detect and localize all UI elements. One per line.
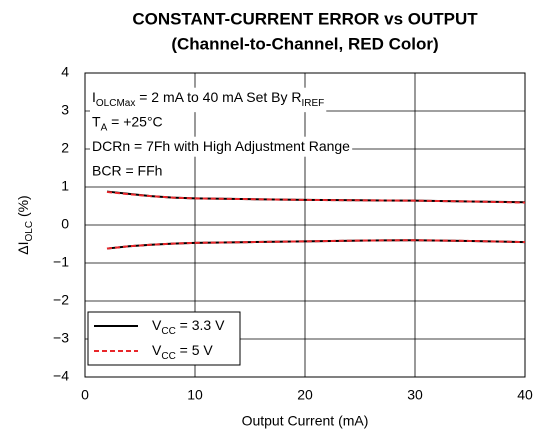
legend-box — [87, 311, 241, 366]
text-run: = 3.3 V — [176, 317, 225, 333]
x-tick-label: 0 — [81, 387, 89, 403]
subscript: CC — [161, 351, 175, 362]
annotation-text: IOLCMax = 2 mA to 40 mA Set By RIREF — [92, 89, 324, 109]
y-tick-label: 2 — [61, 140, 69, 156]
subscript: OLCMax — [96, 98, 135, 109]
text-run: (%) — [15, 195, 31, 221]
text-run: V — [152, 317, 162, 333]
subscript: IREF — [301, 98, 324, 109]
annotation-background — [90, 136, 353, 157]
x-tick-label: 10 — [187, 387, 203, 403]
annotation: BCR = FFh — [90, 161, 165, 182]
annotation: DCRn = 7Fh with High Adjustment Range — [90, 136, 353, 157]
y-tick-label: −3 — [53, 330, 69, 346]
text-run: = 2 mA to 40 mA Set By R — [135, 89, 301, 105]
chart-title: CONSTANT-CURRENT ERROR vs OUTPUT — [132, 9, 478, 28]
text-run: = +25°C — [107, 113, 162, 129]
data-line — [106, 190, 526, 204]
subscript: CC — [161, 326, 175, 337]
subscript: OLC — [24, 221, 35, 242]
y-tick-label: 1 — [61, 178, 69, 194]
annotation-text: TA = +25°C — [92, 113, 163, 133]
text-run: BCR = FFh — [92, 162, 162, 178]
y-tick-label: −4 — [53, 368, 69, 384]
y-tick-label: 4 — [61, 64, 69, 80]
text-run: T — [92, 113, 101, 129]
x-tick-label: 20 — [297, 387, 313, 403]
y-tick-label: 3 — [61, 102, 69, 118]
annotation: IOLCMax = 2 mA to 40 mA Set By RIREF — [90, 87, 327, 113]
subscript: A — [101, 123, 108, 134]
legend-label: VCC = 3.3 V — [152, 317, 225, 337]
annotation-background — [90, 161, 165, 182]
text-run: ΔI — [15, 241, 31, 254]
x-tick-label: 40 — [517, 387, 533, 403]
text-run: V — [152, 342, 162, 358]
text-run: I — [92, 89, 96, 105]
y-axis-label: ΔIOLC (%) — [15, 195, 35, 254]
x-tick-label: 30 — [407, 387, 423, 403]
annotation-text: BCR = FFh — [92, 162, 162, 178]
annotation-text: DCRn = 7Fh with High Adjustment Range — [92, 138, 350, 154]
text-run: DCRn = 7Fh with High Adjustment Range — [92, 138, 350, 154]
y-tick-label: −1 — [53, 254, 69, 270]
x-axis-label: Output Current (mA) — [242, 413, 369, 429]
annotation: TA = +25°C — [90, 112, 165, 137]
y-tick-label: 0 — [61, 216, 69, 232]
y-tick-label: −2 — [53, 292, 69, 308]
legend-label: VCC = 5 V — [152, 342, 213, 362]
data-line — [106, 239, 526, 250]
annotation-background — [90, 87, 327, 113]
text-run: = 5 V — [176, 342, 214, 358]
plot-frame — [84, 72, 526, 378]
chart-subtitle: (Channel-to-Channel, RED Color) — [171, 34, 438, 53]
annotation-background — [90, 112, 165, 137]
